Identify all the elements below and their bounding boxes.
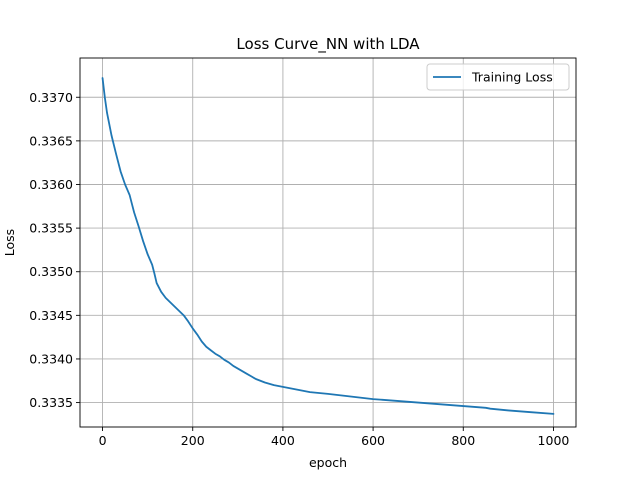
x-tick-label: 600 — [361, 433, 385, 448]
grid — [80, 58, 576, 427]
y-tick-label: 0.3350 — [29, 264, 73, 279]
legend-entry-training-loss: Training Loss — [471, 70, 553, 85]
y-tick-label: 0.3340 — [29, 351, 73, 366]
legend-box — [426, 63, 570, 91]
series-line-training-loss — [101, 77, 555, 415]
x-tick-label: 0 — [99, 433, 107, 448]
y-axis-label: Loss — [2, 229, 17, 256]
plot-frame — [79, 57, 577, 428]
y-tick-label: 0.3335 — [29, 395, 73, 410]
x-axis-label: epoch — [309, 455, 347, 470]
y-tick-label: 0.3365 — [29, 133, 73, 148]
x-tick-label: 200 — [181, 433, 205, 448]
x-tick-label: 800 — [451, 433, 475, 448]
y-axis: 0.3335 0.3340 0.3345 0.3350 0.3355 0.3360 0.33… — [29, 90, 80, 410]
x-tick-label: 400 — [271, 433, 295, 448]
series-layer — [101, 77, 555, 415]
y-tick-label: 0.3360 — [29, 177, 73, 192]
y-tick-label: 0.3345 — [29, 308, 73, 323]
legend: Training Loss — [426, 63, 570, 91]
x-axis: 0 200 400 600 800 1000 — [99, 427, 570, 448]
x-tick-label: 1000 — [538, 433, 570, 448]
chart-title: Loss Curve_NN with LDA — [236, 35, 420, 54]
y-tick-label: 0.3355 — [29, 221, 73, 236]
y-tick-label: 0.3370 — [29, 90, 73, 105]
